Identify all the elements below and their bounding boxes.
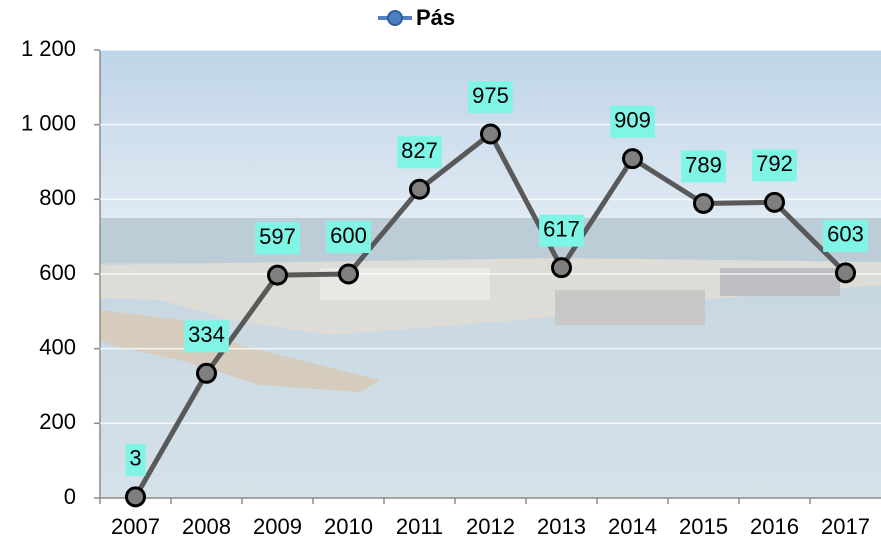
data-label: 600 [330,223,367,248]
x-tick-label: 2015 [679,514,728,539]
data-label: 975 [472,83,509,108]
y-tick-label: 400 [39,334,76,359]
legend-label: Pás [416,5,455,30]
y-tick-label: 0 [64,484,76,509]
data-label: 3 [129,446,141,471]
point-marker [338,263,359,285]
data-label: 789 [685,152,722,177]
data-label-box [610,105,655,138]
data-label: 597 [259,224,296,249]
x-tick-label: 2011 [396,514,443,539]
data-label: 334 [188,322,225,347]
y-tick-label: 600 [39,260,76,285]
y-tick-label: 1 000 [21,110,76,135]
data-label-box [823,219,868,252]
data-label: 792 [756,151,793,176]
point-marker [196,362,217,384]
point-marker [693,192,714,214]
data-label-box [468,81,513,113]
data-label-box [681,150,726,183]
legend-marker [387,10,403,26]
data-label-box [326,221,371,253]
x-tick-label: 2010 [324,514,373,539]
x-tick-label: 2013 [537,514,586,539]
point-marker [835,262,856,284]
x-tick-label: 2007 [111,514,160,539]
point-marker [622,148,643,170]
x-tick-label: 2017 [821,514,870,539]
data-label: 617 [543,216,580,241]
x-tick-label: 2009 [253,514,302,539]
x-tick-label: 2008 [182,514,231,539]
data-label-box [397,136,442,169]
data-label-box [125,443,146,476]
y-tick-label: 200 [39,409,76,434]
point-marker [480,123,501,145]
data-label: 827 [401,138,438,163]
x-tick-label: 2016 [750,514,799,539]
x-tick-label: 2014 [608,514,657,539]
y-tick-label: 800 [39,185,76,210]
point-marker [551,257,572,279]
y-tick-label: 1 200 [21,36,76,61]
data-label-box [184,320,229,353]
data-label: 603 [827,222,864,247]
data-label-box [752,149,797,182]
point-marker [125,486,146,508]
point-marker [409,178,430,200]
x-tick-label: 2012 [466,514,515,539]
point-marker [764,191,785,213]
data-label: 909 [614,107,651,132]
data-label-box [539,214,584,247]
data-label-box [255,222,300,255]
point-marker [267,264,288,286]
